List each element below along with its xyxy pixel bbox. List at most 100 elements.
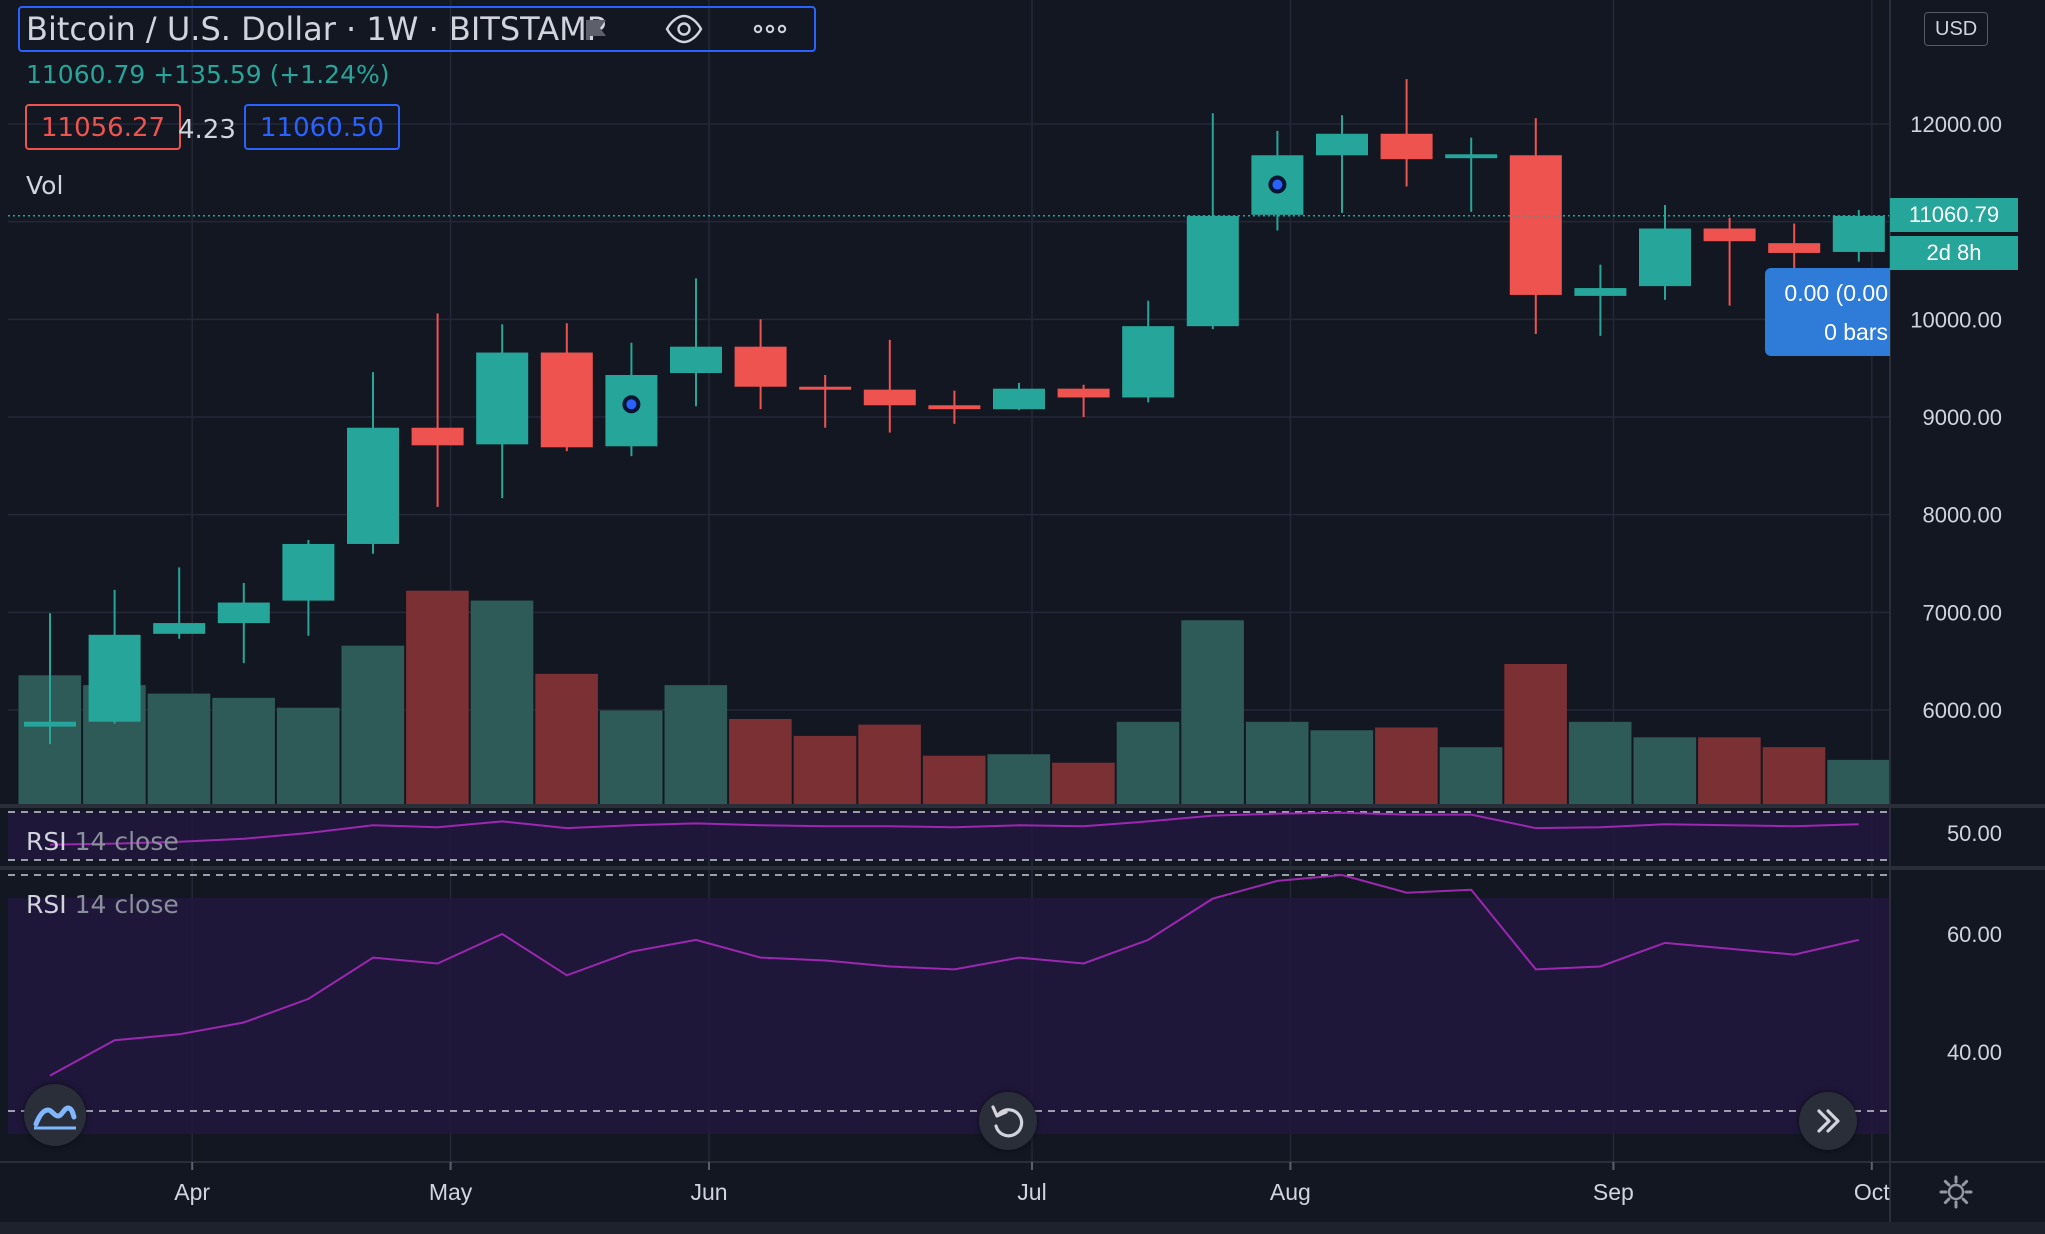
volume-bar	[1568, 721, 1632, 805]
rsi-band	[8, 898, 1890, 1134]
candle-body	[282, 543, 335, 601]
candle-body	[1832, 215, 1885, 252]
rsi-params-1: 14 close	[74, 827, 179, 856]
volume-bar	[987, 754, 1051, 805]
candle-body	[24, 721, 76, 727]
flag-icon[interactable]	[584, 18, 608, 40]
measure-change: 0.00 (0.00	[1784, 280, 1888, 306]
volume-bar	[1310, 730, 1374, 805]
candle-body	[411, 427, 464, 446]
volume-bar	[1633, 737, 1697, 805]
rsi-label-2: RSI 14 close	[26, 890, 179, 919]
time-tick-label: Sep	[1593, 1179, 1634, 1205]
more-icon[interactable]	[750, 12, 790, 46]
candle-body	[1316, 133, 1368, 156]
scroll-right-icon	[1817, 1109, 1840, 1133]
candle-body	[863, 389, 916, 406]
volume-bar	[1827, 759, 1890, 805]
time-tick-label: Jul	[1017, 1179, 1046, 1205]
candle-body	[1574, 288, 1627, 296]
bottom-strip	[0, 1222, 2045, 1234]
candle-body	[1768, 243, 1821, 253]
symbol-title: Bitcoin / U.S. Dollar · 1W · BITSTAMP	[26, 10, 607, 48]
ask-price[interactable]: 11060.50	[244, 104, 401, 150]
rsi-name-2: RSI	[26, 890, 67, 919]
event-marker-dot	[626, 399, 637, 410]
spread-value: 4.23	[178, 115, 236, 145]
undo-icon	[991, 1105, 1024, 1138]
time-tick-label: Oct	[1854, 1179, 1890, 1205]
price-tick-label: 7000.00	[1922, 600, 2002, 625]
volume-bars	[18, 590, 1890, 805]
measure-tooltip: 0.00 (0.00 0 bars	[1765, 268, 1890, 356]
reset-chart-button[interactable]	[979, 1092, 1037, 1150]
candle-body	[476, 352, 529, 445]
volume-bar	[470, 600, 534, 805]
candle-body	[1122, 326, 1175, 398]
symbol-legend[interactable]	[18, 6, 816, 52]
price-change-line: 11060.79 +135.59 (+1.24%)	[26, 60, 390, 89]
candle-body	[1509, 155, 1562, 295]
volume-bar	[664, 685, 728, 805]
measure-bars: 0 bars	[1824, 319, 1888, 345]
volume-label: Vol	[26, 171, 64, 200]
rsi-name-1: RSI	[26, 827, 67, 856]
currency-badge[interactable]: USD	[1924, 12, 1989, 46]
candle-body	[670, 346, 722, 374]
candle-body	[993, 388, 1045, 410]
volume-bar	[1439, 747, 1503, 805]
bid-price[interactable]: 11056.27	[25, 104, 182, 150]
volume-bar	[147, 693, 211, 805]
candle-body	[1639, 228, 1691, 287]
candle-body	[1445, 154, 1498, 159]
time-tick-label: Jun	[690, 1179, 727, 1205]
gear-icon[interactable]	[1938, 1174, 1974, 1210]
candle-body	[153, 623, 206, 634]
candle-body	[1380, 133, 1433, 160]
rsi2-tick-label: 40.00	[1947, 1040, 2002, 1065]
candle-body	[217, 602, 270, 624]
rsi-band-small	[8, 812, 1890, 860]
volume-bar	[1375, 727, 1438, 805]
volume-bar	[1762, 747, 1826, 805]
volume-bar	[599, 710, 663, 805]
time-tick-label: Aug	[1270, 1179, 1311, 1205]
candle-body	[540, 352, 593, 448]
time-axis: Apr May Jun Jul Aug Sep Oct	[174, 1162, 1890, 1205]
volume-bar	[1698, 737, 1761, 805]
time-tick-label: May	[429, 1179, 473, 1205]
volume-bar	[1052, 762, 1115, 805]
rsi-line-2	[49, 873, 1860, 1077]
volume-bar	[406, 590, 469, 805]
volume-bar	[535, 673, 598, 805]
candle-body	[1186, 215, 1239, 327]
price-tick-label: 12000.00	[1910, 112, 2002, 137]
rsi-lines	[8, 811, 1890, 1112]
candle-body	[799, 386, 852, 390]
volume-bar	[341, 645, 405, 805]
candle-body	[88, 634, 141, 722]
rsi-line-1	[49, 811, 1859, 846]
event-markers	[8, 175, 1890, 414]
price-tick-label: 6000.00	[1922, 698, 2002, 723]
volume-bar	[1116, 721, 1180, 805]
volume-bar	[793, 735, 857, 805]
tradingview-logo-button[interactable]	[24, 1084, 86, 1146]
price-tick-label: 10000.00	[1910, 307, 2002, 332]
volume-bar	[858, 724, 921, 805]
volume-bar	[1245, 721, 1309, 805]
price-tick-label: 8000.00	[1922, 503, 2002, 528]
candle-body	[734, 346, 787, 387]
bar-countdown: 2d 8h	[1890, 236, 2018, 270]
rsi2-tick-label: 60.00	[1947, 922, 2002, 947]
volume-bar	[729, 718, 792, 805]
candles	[24, 79, 1885, 745]
price-tick-label: 9000.00	[1922, 405, 2002, 430]
rsi-params-2: 14 close	[74, 890, 179, 919]
scroll-to-latest-button[interactable]	[1799, 1092, 1857, 1150]
candle-body	[347, 427, 399, 544]
rsi1-tick-label: 50.00	[1947, 821, 2002, 846]
eye-icon[interactable]	[664, 12, 704, 46]
